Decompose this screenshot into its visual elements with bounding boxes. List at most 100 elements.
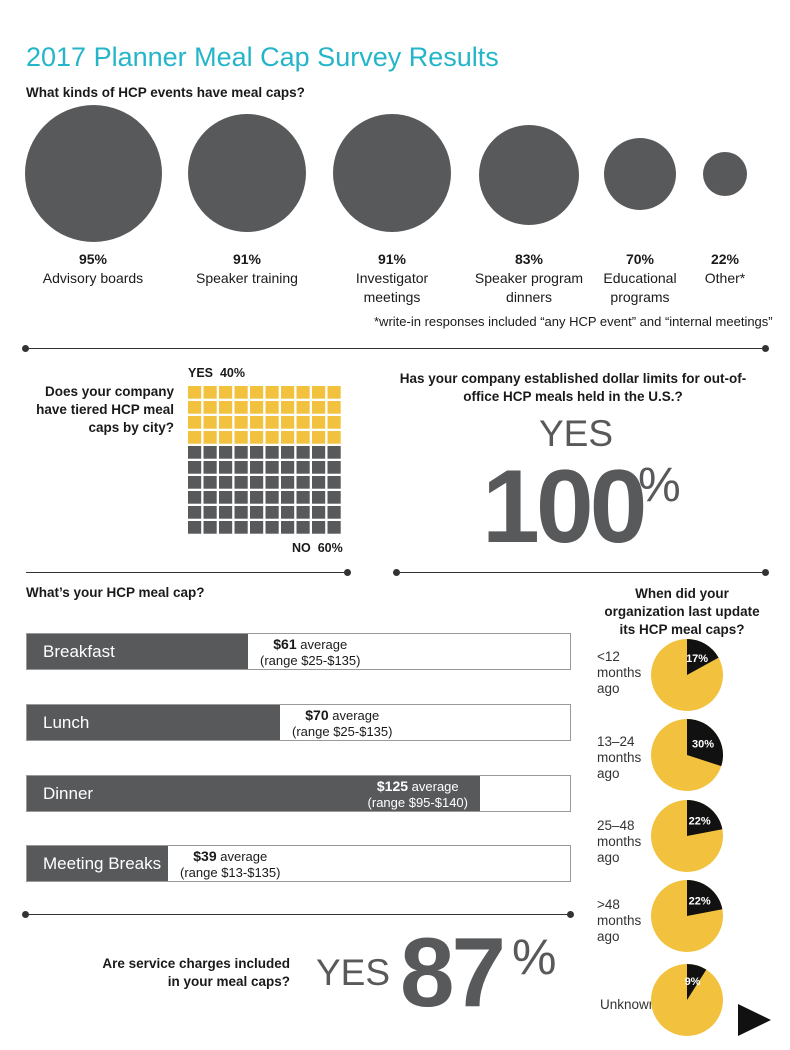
pie-pct-label: 22% [689,896,711,908]
waffle-cell-yes [265,416,279,429]
event-pct: 95% [78,251,108,267]
waffle-cell-yes [234,431,248,444]
event-name: Advisory boards [42,270,144,286]
event-circle [25,105,162,242]
event-name: Investigator meetings [355,270,429,305]
meal-bar-amount: $39 [193,848,217,864]
service-question: Are service charges included in your mea… [102,956,290,989]
waffle-cell-yes [296,431,310,444]
meal-bar-value: $70 average (range $25-$135) [292,707,392,740]
waffle-cell-yes [188,416,202,429]
event-circle [479,125,579,225]
meal-bar-range: (range $13-$135) [180,865,281,880]
dollar-limits-unit: % [638,459,681,512]
waffle-cell-no [281,446,295,459]
waffle-cell-no [265,461,279,474]
event-label: 95% Advisory boards [33,250,153,288]
meal-bar: Breakfast $61 average (range $25-$135) [26,633,571,670]
waffle-cell-no [265,446,279,459]
waffle-cell-no [312,476,326,489]
meal-bar-fill [27,634,248,669]
waffle-cell-no [327,476,341,489]
waffle-cell-no [281,491,295,504]
meal-bar-label: Lunch [43,713,90,732]
waffle-cell-yes [219,401,233,414]
waffle-cell-no [327,506,341,519]
tiered-yes-label: YES 40% [188,366,245,380]
event-pct: 22% [710,251,740,267]
event-pct: 91% [232,251,262,267]
meal-bar-fill [27,776,480,811]
waffle-cell-yes [250,416,264,429]
pie-pct-label: 30% [692,738,714,750]
divider-dot [22,911,29,918]
waffle-cell-yes [219,386,233,399]
event-circle [333,114,451,232]
divider-dot [344,569,351,576]
waffle-cell-no [296,491,310,504]
waffle-cell-yes [234,386,248,399]
waffle-cell-yes [188,431,202,444]
pie-slice [687,719,723,767]
meal-bar-label: Breakfast [43,642,115,661]
waffle-cell-no [265,506,279,519]
waffle-cell-no [312,446,326,459]
update-question: When did your organization last update i… [604,586,760,637]
waffle-cell-yes [188,386,202,399]
waffle-cell-no [250,461,264,474]
meal-bar: Meeting Breaks $39 average (range $13-$1… [26,845,571,882]
waffle-cell-no [188,491,202,504]
event-name: Speaker program dinners [474,270,584,305]
waffle-cell-no [219,521,233,534]
waffle-cell-no [265,521,279,534]
meal-bar-avg: average [332,708,380,723]
waffle-cell-no [203,476,217,489]
pie-slice [687,880,723,916]
waffle-cell-yes [265,386,279,399]
waffle-cell-no [219,461,233,474]
waffle-cell-no [203,446,217,459]
waffle-cell-yes [203,386,217,399]
service-unit: % [512,929,557,985]
pie-slice [687,800,723,836]
waffle-cell-no [219,446,233,459]
waffle-cell-no [296,446,310,459]
waffle-cell-no [188,476,202,489]
meal-bar-amount: $70 [305,707,329,723]
waffle-cell-no [234,506,248,519]
meal-bar-fill [27,705,280,740]
waffle-cell-yes [312,431,326,444]
waffle-cell-no [312,521,326,534]
waffle-cell-no [234,446,248,459]
waffle-cell-no [203,506,217,519]
waffle-cell-no [281,506,295,519]
event-circle [703,152,747,196]
divider-dot [567,911,574,918]
section-divider [26,914,571,915]
waffle-cell-yes [250,431,264,444]
next-arrow-icon[interactable] [738,1004,772,1036]
waffle-cell-no [250,446,264,459]
waffle-cell-yes [281,416,295,429]
waffle-cell-yes [188,401,202,414]
section-divider [26,348,766,349]
pie-label: <12 months ago [597,649,642,696]
waffle-cell-no [188,446,202,459]
event-name: Other* [704,270,746,286]
meal-bar: Lunch $70 average (range $25-$135) [26,704,571,741]
events-footnote: *write-in responses included “any HCP ev… [374,314,773,329]
waffle-cell-yes [327,416,341,429]
waffle-cell-yes [203,431,217,444]
waffle-cell-no [188,521,202,534]
waffle-cell-no [327,521,341,534]
waffle-cell-no [203,491,217,504]
divider-dot [762,569,769,576]
meal-bar-value: $61 average (range $25-$135) [260,636,360,669]
waffle-cell-no [312,461,326,474]
waffle-cell-yes [250,401,264,414]
waffle-cell-no [219,476,233,489]
event-label: 83% Speaker program dinners [474,250,584,307]
dollar-limits-question: Has your company established dollar limi… [399,371,747,404]
events-question: What kinds of HCP events have meal caps? [26,85,305,100]
waffle-cell-yes [265,431,279,444]
